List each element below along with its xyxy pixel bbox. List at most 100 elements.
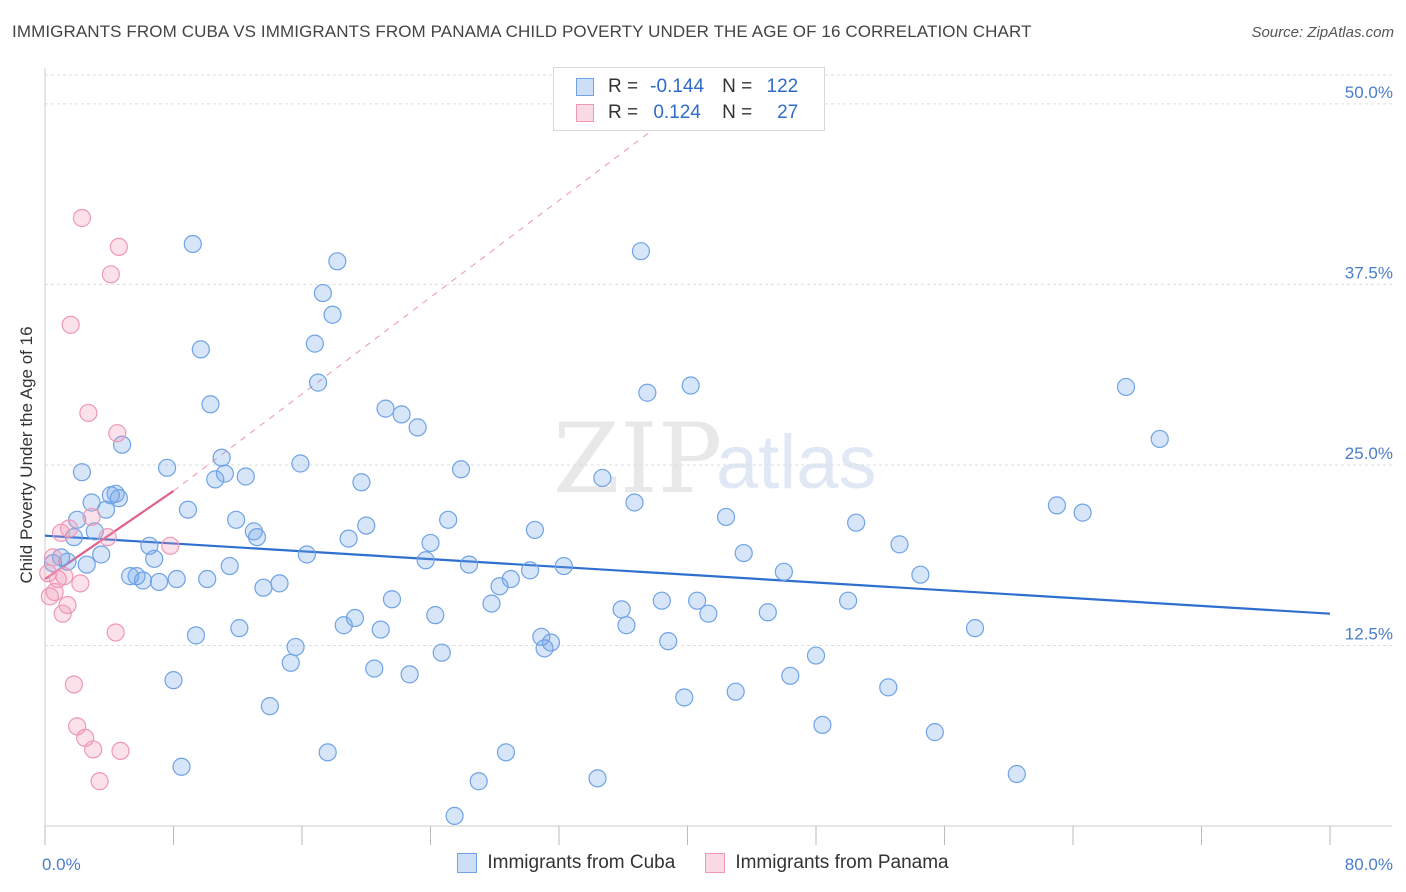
legend-row-cuba: R = -0.144 N = 122	[576, 75, 798, 99]
cuba-point	[308, 373, 328, 392]
cuba-point	[1007, 764, 1026, 784]
panama-trend-extension	[173, 109, 680, 492]
cuba-point	[357, 516, 376, 535]
cuba-point	[699, 604, 718, 623]
cuba-point	[408, 418, 427, 437]
cuba-point	[201, 395, 220, 414]
cuba-point	[734, 543, 753, 563]
cuba-point	[421, 533, 440, 553]
cuba-point	[416, 551, 435, 570]
cuba-point	[191, 340, 210, 359]
gridlines	[45, 74, 1392, 646]
cuba-point	[291, 454, 310, 473]
cuba-point	[109, 489, 128, 508]
cuba-point	[774, 562, 793, 581]
cuba-point	[133, 571, 153, 590]
cuba-point	[675, 688, 694, 707]
cuba-point	[911, 565, 930, 584]
cuba-point	[965, 619, 985, 638]
cuba-point	[659, 632, 678, 651]
x-tick-label-min: 0.0%	[42, 855, 81, 874]
cuba-point	[220, 556, 239, 576]
trend-lines	[44, 109, 1331, 615]
cuba-point	[345, 608, 365, 628]
watermark-zip: ZIP	[553, 403, 722, 515]
cuba-point	[164, 671, 183, 690]
watermark-atlas: atlas	[716, 420, 877, 505]
panama-point	[109, 237, 128, 256]
cuba-point	[352, 473, 371, 492]
cuba-point	[482, 594, 501, 613]
panama-point	[55, 567, 74, 586]
cuba-point	[339, 529, 358, 548]
panama-point	[71, 574, 90, 593]
panama-point	[111, 741, 130, 761]
y-tick-label: 37.5%	[1345, 263, 1393, 282]
cuba-point	[501, 569, 520, 589]
cuba-point	[439, 510, 458, 529]
data-points	[39, 208, 1169, 825]
cuba-point	[525, 520, 545, 540]
panama-point	[82, 507, 101, 527]
panama-point	[64, 675, 84, 694]
cuba-point	[400, 665, 419, 684]
cuba-point	[112, 435, 132, 454]
cuba-point	[726, 682, 745, 701]
series-legend: Immigrants from Cuba Immigrants from Pan…	[0, 852, 1406, 874]
cuba-point	[183, 234, 202, 254]
legend-swatch-cuba	[576, 78, 594, 96]
cuba-point	[236, 467, 255, 486]
cuba-point	[215, 464, 234, 483]
cuba-point	[212, 448, 231, 467]
n-label: N =	[722, 102, 753, 123]
cuba-point	[371, 620, 390, 639]
cuba-point	[617, 616, 636, 635]
cuba-point	[286, 637, 305, 657]
cuba-point	[490, 577, 509, 596]
cuba-point	[178, 500, 198, 519]
cuba-point	[469, 772, 488, 791]
panama-point	[84, 740, 103, 759]
cuba-point	[593, 468, 612, 488]
legend-item-cuba: Immigrants from Cuba	[457, 852, 675, 874]
cuba-point	[520, 561, 540, 580]
y-tick-label: 25.0%	[1345, 444, 1393, 463]
correlation-legend: R = -0.144 N = 122 R = 0.124 N = 27	[553, 67, 825, 131]
n-label: N =	[722, 76, 753, 97]
cuba-point	[496, 743, 516, 762]
panama-point	[59, 519, 79, 538]
cuba-point	[145, 549, 164, 568]
cuba-point	[612, 600, 631, 619]
cuba-point	[638, 383, 657, 402]
cuba-point	[1047, 496, 1067, 515]
cuba-point	[172, 757, 191, 776]
cuba-point	[847, 513, 866, 532]
y-tick-label: 12.5%	[1345, 624, 1393, 643]
cuba-point	[254, 578, 273, 597]
cuba-point	[688, 591, 707, 610]
cuba-point	[305, 334, 324, 353]
panama-point	[98, 528, 117, 547]
cuba-point	[281, 653, 300, 672]
legend-label-panama: Immigrants from Panama	[735, 852, 949, 873]
r-value-cuba: -0.144	[650, 76, 705, 97]
cuba-point	[445, 806, 464, 825]
legend-item-panama: Immigrants from Panama	[705, 852, 949, 874]
legend-swatch-cuba	[457, 853, 478, 873]
cuba-point	[426, 606, 445, 625]
r-label: R =	[608, 76, 639, 97]
cuba-point	[432, 643, 451, 662]
n-value-panama: 27	[777, 102, 799, 123]
r-label: R =	[608, 102, 639, 123]
cuba-point	[198, 569, 217, 589]
legend-label-cuba: Immigrants from Cuba	[487, 852, 676, 873]
cuba-point	[323, 305, 342, 324]
panama-point	[101, 265, 120, 284]
cuba-point	[227, 510, 246, 529]
source-label: Source: ZipAtlas.com	[1251, 24, 1394, 41]
cuba-point	[781, 666, 800, 685]
cuba-point	[186, 626, 206, 645]
panama-point	[90, 772, 109, 791]
cuba-point	[230, 619, 249, 638]
cuba-point	[244, 522, 263, 541]
